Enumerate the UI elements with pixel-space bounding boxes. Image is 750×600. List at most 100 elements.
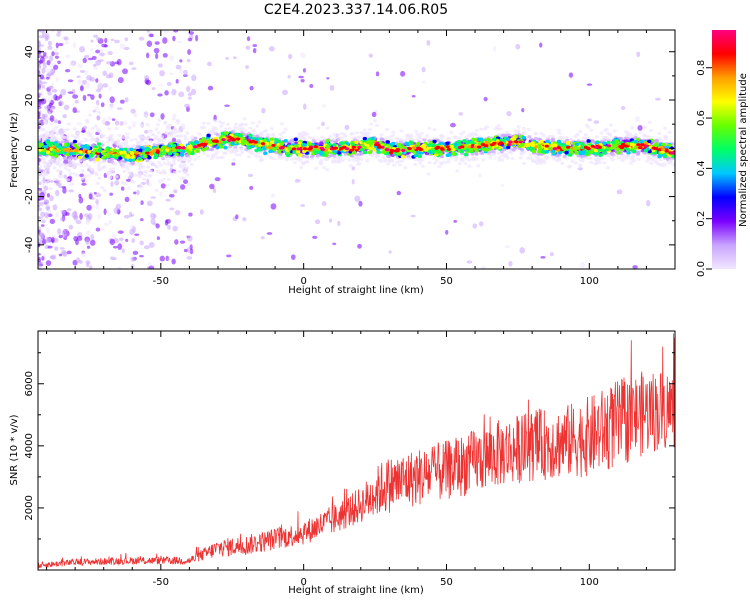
spectrogram-cell <box>481 265 486 269</box>
spectrogram-cell <box>49 152 54 157</box>
spectrogram-cell <box>552 147 558 151</box>
spectrogram-cell <box>65 212 70 216</box>
spectrogram-cell <box>269 156 274 160</box>
spectrogram-cell <box>47 163 52 167</box>
spectrogram-cell <box>400 70 406 77</box>
spectrogram-cell <box>42 161 47 165</box>
spectrogram-cell <box>105 172 110 176</box>
spectrogram-cell <box>539 42 543 48</box>
spectrogram-cell <box>186 182 191 187</box>
spectrogram-cell <box>437 165 442 169</box>
spectrogram-cell <box>181 146 186 150</box>
spectrogram-cell <box>434 158 439 163</box>
spectrogram-cell <box>38 252 41 256</box>
spectrogram-cell <box>335 155 340 159</box>
spectrogram-cell <box>117 77 124 84</box>
spectrogram-cell <box>293 137 299 142</box>
spectrogram-cell <box>636 143 641 147</box>
spectrogram-cell <box>380 137 385 141</box>
spectrogram-cell <box>44 200 49 204</box>
spectrogram-cell <box>41 174 46 178</box>
spectrogram-cell <box>38 187 43 191</box>
spectrogram-cell <box>351 150 357 155</box>
spectrogram-cell <box>248 133 253 138</box>
spectrogram-cell <box>85 260 91 265</box>
spectrogram-cell <box>555 154 560 158</box>
spectrogram-x-tick-label: 0 <box>300 276 306 287</box>
spectrogram-cell <box>566 145 571 149</box>
spectrogram-cell <box>95 157 100 162</box>
spectrogram-cell <box>225 122 230 127</box>
spectrogram-cell <box>193 145 198 149</box>
snr-series-line <box>38 333 675 569</box>
spectrogram-cell <box>646 139 652 144</box>
spectrogram-cell <box>588 156 593 161</box>
spectrogram-cell <box>38 30 42 33</box>
spectrogram-cell <box>48 102 53 107</box>
spectrogram-x-tick-label: 50 <box>440 276 453 287</box>
spectrogram-cell <box>71 88 76 96</box>
spectrogram-cell <box>297 133 302 137</box>
spectrogram-cell <box>397 142 402 147</box>
spectrogram-cell <box>301 136 306 140</box>
spectrogram-cell <box>87 165 92 169</box>
spectrogram-cell <box>127 186 131 191</box>
spectrogram-cell <box>660 150 665 154</box>
spectrogram-cell <box>188 92 192 97</box>
spectrogram-cell <box>564 136 569 140</box>
spectrogram-cell <box>626 154 631 158</box>
spectrogram-cell <box>174 209 181 216</box>
spectrogram-cell <box>89 76 95 82</box>
spectrogram-cell <box>180 165 185 170</box>
spectrogram-cell <box>210 128 215 132</box>
spectrogram-cell <box>158 163 163 167</box>
spectrogram-cell <box>305 155 310 159</box>
spectrogram-x-tick-label: -50 <box>153 276 169 287</box>
spectrogram-x-ticks: -50 0 50 100 <box>46 30 676 287</box>
spectrogram-cell <box>271 143 276 147</box>
spectrogram-cell <box>534 158 539 162</box>
spectrogram-cell <box>549 252 554 257</box>
spectrogram-cell <box>73 136 78 140</box>
spectrogram-cell <box>581 136 586 140</box>
spectrogram-y-tick-label: 40 <box>24 45 35 58</box>
spectrogram-cell <box>518 140 523 144</box>
spectrogram-cell <box>147 183 152 187</box>
spectrogram-cell <box>349 132 354 136</box>
spectrogram-cell <box>528 153 533 157</box>
spectrogram-cell <box>309 84 314 88</box>
spectrogram-cell <box>164 148 170 153</box>
spectrogram-cell <box>570 159 575 164</box>
spectrogram-cell <box>119 150 124 155</box>
spectrogram-cell <box>45 76 50 80</box>
spectrogram-cell <box>290 138 295 142</box>
spectrogram-cell <box>171 117 176 121</box>
spectrogram-cell <box>51 129 56 133</box>
spectrogram-cell <box>61 162 66 167</box>
spectrogram-cell <box>245 65 249 69</box>
spectrogram-cell <box>347 158 352 162</box>
spectrogram-cell <box>45 68 52 74</box>
spectrogram-cell <box>572 145 578 149</box>
spectrogram-cell <box>65 127 70 132</box>
spectrogram-cell <box>104 222 109 226</box>
spectrogram-cell <box>463 152 469 157</box>
spectrogram-cell <box>189 244 193 250</box>
spectrogram-cell <box>165 157 170 161</box>
spectrogram-cell <box>149 33 154 38</box>
spectrogram-cell <box>630 158 635 163</box>
spectrogram-cell <box>104 121 111 126</box>
spectrogram-cell <box>315 137 320 141</box>
spectrogram-cell <box>205 154 210 158</box>
spectrogram-cell <box>189 248 194 255</box>
spectrogram-cell <box>49 195 54 202</box>
spectrogram-cell <box>594 135 599 139</box>
spectrogram-cell <box>238 134 243 138</box>
spectrogram-cell <box>155 169 160 173</box>
spectrogram-cell <box>234 122 239 126</box>
spectrogram-cell <box>672 163 675 167</box>
spectrogram-cell <box>42 148 47 153</box>
spectrogram-cell <box>130 155 135 159</box>
spectrogram-cell <box>165 162 170 167</box>
spectrogram-cell <box>181 126 186 130</box>
